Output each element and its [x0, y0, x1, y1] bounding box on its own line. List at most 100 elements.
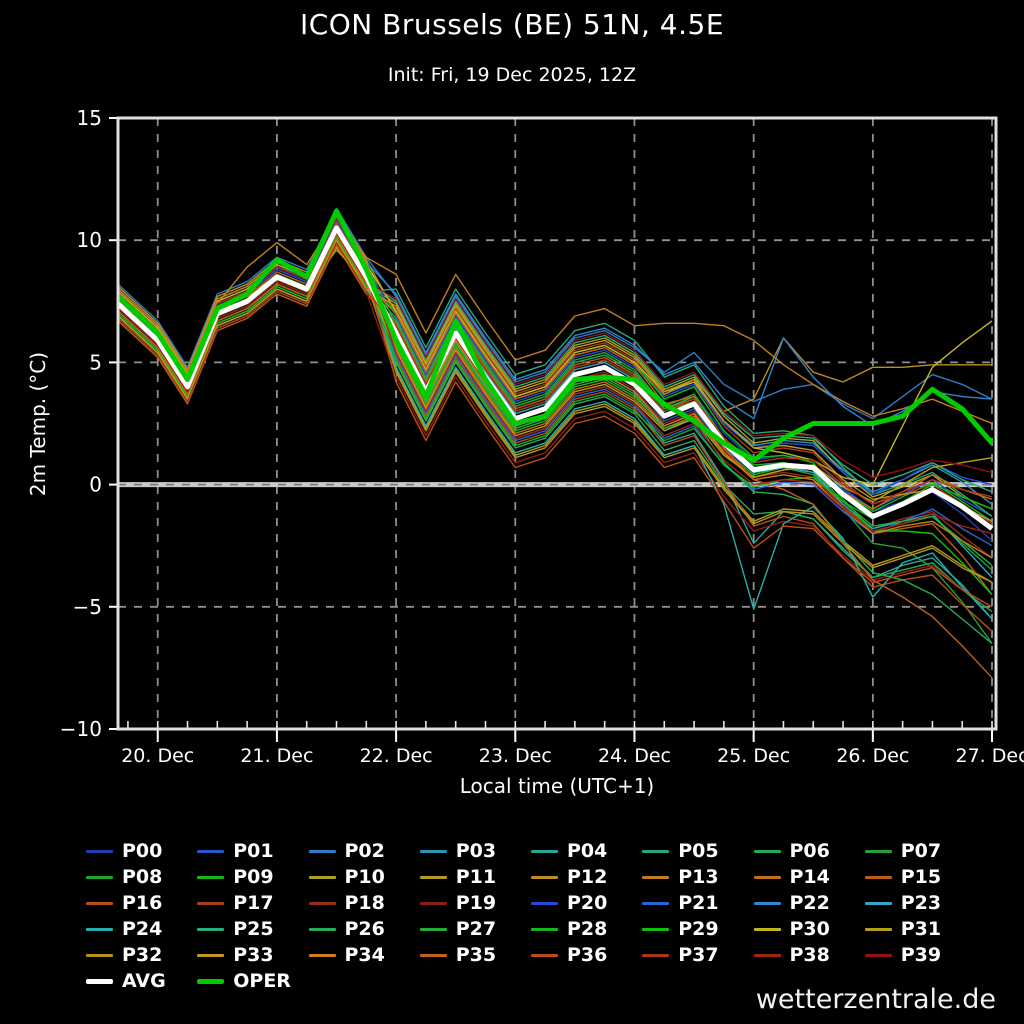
y-tick-label: 0	[89, 473, 102, 497]
legend-label-p13: P13	[678, 866, 719, 888]
legend-label-p28: P28	[567, 918, 608, 940]
legend-swatch-p25	[197, 927, 225, 931]
legend-swatch-p39	[864, 953, 892, 957]
page-title: ICON Brussels (BE) 51N, 4.5E	[299, 8, 725, 41]
legend-swatch-p11	[419, 875, 447, 879]
legend-swatch-p38	[753, 953, 781, 957]
legend-label-p07: P07	[900, 840, 942, 862]
plot-frame	[116, 116, 998, 731]
legend-label-avg: AVG	[122, 970, 166, 992]
legend-swatch-p07	[864, 849, 892, 853]
y-tick-label: −10	[60, 717, 102, 741]
member-line-p33	[117, 239, 993, 522]
member-line-p37	[117, 241, 993, 505]
init-subtitle: Init: Fri, 19 Dec 2025, 12Z	[387, 64, 637, 86]
legend-label-p22: P22	[789, 892, 830, 914]
x-tick-label: 26. Dec	[836, 745, 909, 767]
legend-swatch-p13	[642, 875, 670, 879]
legend-item-p01: P01	[197, 840, 308, 862]
legend-item-p09: P09	[197, 866, 308, 888]
legend-item-p29: P29	[642, 918, 753, 940]
x-tick-label: 25. Dec	[717, 745, 790, 767]
legend-item-p12: P12	[531, 866, 642, 888]
legend-item-p24: P24	[86, 918, 197, 940]
legend-swatch-p26	[308, 927, 336, 931]
legend-swatch-p10	[308, 875, 336, 879]
legend-item-p20: P20	[531, 892, 642, 914]
legend-label-p23: P23	[900, 892, 942, 914]
legend-swatch-p00	[86, 849, 113, 853]
legend-label-p20: P20	[567, 892, 608, 914]
legend-swatch-p06	[753, 849, 781, 853]
watermark: wetterzentrale.de	[755, 984, 996, 1015]
legend-item-p03: P03	[419, 840, 531, 862]
legend-item-p37: P37	[642, 944, 753, 966]
y-tick-label: 5	[89, 350, 102, 374]
legend-swatch-p17	[197, 901, 225, 905]
legend-label-p31: P31	[900, 918, 942, 940]
legend-item-p34: P34	[308, 944, 420, 966]
legend-item-p31: P31	[864, 918, 976, 940]
legend-item-p28: P28	[531, 918, 642, 940]
legend-item-avg: AVG	[86, 970, 197, 992]
member-line-p38	[117, 217, 993, 535]
legend-item-p10: P10	[308, 866, 420, 888]
member-line-p30	[117, 215, 993, 486]
legend-swatch-p05	[642, 849, 670, 853]
legend-label-p24: P24	[122, 918, 163, 940]
legend-swatch-p30	[753, 927, 781, 931]
legend-swatch-p15	[864, 875, 892, 879]
legend-swatch-p18	[308, 901, 336, 905]
legend-swatch-avg	[86, 978, 113, 984]
legend-label-p09: P09	[233, 866, 274, 888]
member-line-p35	[117, 234, 993, 679]
legend-swatch-p20	[531, 901, 558, 905]
legend-item-p27: P27	[419, 918, 531, 940]
legend-swatch-p28	[531, 927, 558, 931]
avg-line	[116, 225, 994, 531]
legend-item-p32: P32	[86, 944, 197, 966]
legend-label-p11: P11	[455, 866, 497, 888]
legend-label-p39: P39	[900, 944, 942, 966]
legend-swatch-p35	[419, 953, 447, 957]
y-tick-label: 15	[77, 106, 102, 130]
legend-item-oper: OPER	[197, 970, 308, 992]
legend-swatch-p01	[197, 849, 225, 853]
x-tick-label: 27. Dec	[956, 745, 1024, 767]
legend-item-p35: P35	[419, 944, 531, 966]
legend-item-p38: P38	[753, 944, 865, 966]
legend-swatch-p33	[197, 953, 225, 957]
legend-item-p11: P11	[419, 866, 531, 888]
legend-label-p01: P01	[233, 840, 274, 862]
legend-item-p33: P33	[197, 944, 308, 966]
legend-label-p33: P33	[233, 944, 274, 966]
legend-item-p15: P15	[864, 866, 976, 888]
legend-swatch-p23	[864, 901, 892, 905]
legend-swatch-p34	[308, 953, 336, 957]
legend-item-p30: P30	[753, 918, 865, 940]
legend-label-p14: P14	[789, 866, 830, 888]
legend-label-p30: P30	[789, 918, 830, 940]
legend-item-p00: P00	[86, 840, 197, 862]
legend-swatch-p32	[86, 953, 113, 957]
x-tick-label: 22. Dec	[360, 745, 433, 767]
legend-label-p06: P06	[789, 840, 830, 862]
legend-item-p26: P26	[308, 918, 420, 940]
legend-label-p37: P37	[678, 944, 719, 966]
member-line-p13	[117, 217, 993, 425]
legend-swatch-p16	[86, 901, 113, 905]
legend-swatch-p22	[753, 901, 781, 905]
legend-item-p13: P13	[642, 866, 753, 888]
legend-swatch-p03	[419, 849, 447, 853]
x-tick-label: 21. Dec	[240, 745, 313, 767]
legend-label-p00: P00	[122, 840, 163, 862]
legend-item-p17: P17	[197, 892, 308, 914]
legend-item-p08: P08	[86, 866, 197, 888]
legend-swatch-p02	[308, 849, 336, 853]
legend-label-p17: P17	[233, 892, 274, 914]
legend-item-p18: P18	[308, 892, 420, 914]
legend-swatch-p27	[419, 927, 447, 931]
legend-item-p06: P06	[753, 840, 865, 862]
legend-item-p22: P22	[753, 892, 865, 914]
legend-label-p26: P26	[344, 918, 385, 940]
